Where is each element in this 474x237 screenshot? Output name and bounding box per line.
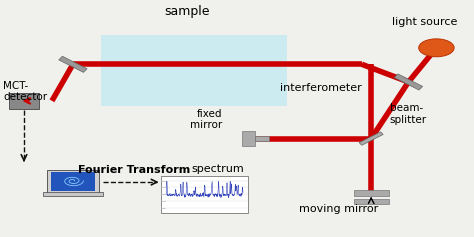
Bar — [162, 176, 248, 213]
Bar — [9, 93, 39, 109]
Text: moving mirror: moving mirror — [299, 204, 378, 214]
Bar — [354, 199, 389, 205]
Polygon shape — [359, 132, 383, 145]
Text: fixed
mirror: fixed mirror — [190, 109, 222, 131]
Bar — [47, 170, 99, 193]
Text: sample: sample — [164, 5, 210, 18]
Text: interferometer: interferometer — [280, 83, 362, 93]
Text: spectrum: spectrum — [191, 164, 244, 174]
Polygon shape — [394, 74, 423, 90]
Text: light source: light source — [392, 17, 457, 27]
Bar — [242, 131, 255, 146]
Bar — [255, 136, 269, 141]
Bar — [43, 192, 103, 196]
Bar — [354, 190, 389, 196]
Text: beam-
splitter: beam- splitter — [390, 103, 427, 125]
Bar — [101, 35, 287, 105]
Bar — [51, 172, 95, 191]
Circle shape — [419, 39, 454, 57]
Text: Fourier Transform: Fourier Transform — [78, 165, 190, 175]
Text: MCT-
detector: MCT- detector — [3, 81, 47, 102]
Polygon shape — [59, 56, 87, 72]
